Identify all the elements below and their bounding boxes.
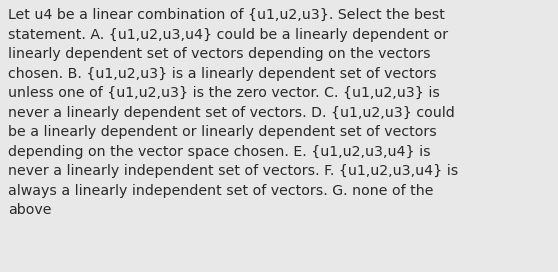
Text: Let u4 be a linear combination of {u1,u2,u3}. Select the best
statement. A. {u1,: Let u4 be a linear combination of {u1,u2…: [8, 8, 459, 217]
